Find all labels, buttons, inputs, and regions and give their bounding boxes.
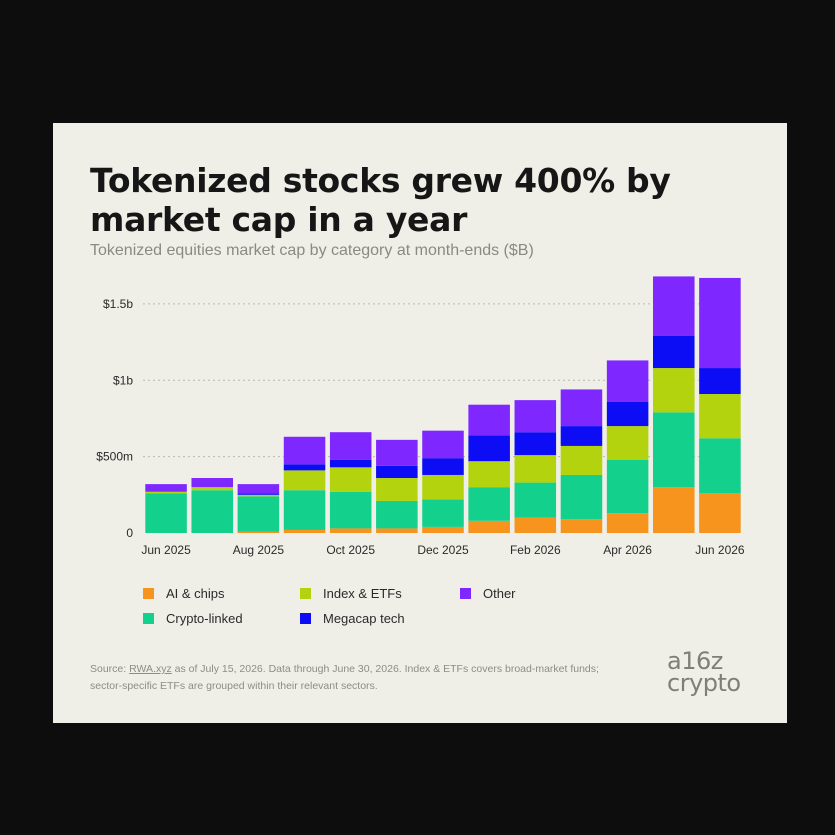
y-tick-label: $1b xyxy=(113,373,133,387)
y-tick-label: $1.5b xyxy=(103,297,133,311)
bar-segment xyxy=(145,491,187,494)
bar-segment xyxy=(376,528,418,533)
footnote-text: as of July 15, 2026. Data through June 3… xyxy=(90,663,599,692)
bar-segment xyxy=(376,500,418,529)
bar-segment xyxy=(514,432,557,456)
bar-segment xyxy=(560,519,603,533)
logo-line-2: crypto xyxy=(667,669,741,697)
footnote-source-label: Source: xyxy=(90,663,130,675)
bar-segment xyxy=(191,490,233,533)
logo-line-1: a16z xyxy=(667,647,723,675)
bar-segment xyxy=(283,464,326,471)
bar-segment xyxy=(653,487,695,533)
x-tick-label: Apr 2026 xyxy=(603,543,652,557)
bar-segment xyxy=(514,400,557,433)
x-tick-label: Jun 2025 xyxy=(141,543,191,557)
bar-segment xyxy=(145,493,187,533)
bar-segment xyxy=(468,520,510,533)
bar-segment xyxy=(329,432,372,460)
bar-segment xyxy=(514,482,557,518)
bar-segment xyxy=(514,517,557,533)
bar-segment xyxy=(329,467,372,492)
bar-segment xyxy=(191,487,233,491)
bar-segment xyxy=(560,474,603,520)
x-tick-label: Dec 2025 xyxy=(417,543,469,557)
source-footnote: Source: RWA.xyz as of July 15, 2026. Dat… xyxy=(90,661,610,695)
bar-segment xyxy=(422,430,464,459)
bar-segment xyxy=(283,529,326,533)
bar-segment xyxy=(237,496,280,532)
bar-segment xyxy=(699,394,741,439)
bar-segment xyxy=(468,435,510,462)
bar-segment xyxy=(606,360,649,402)
bar-segment xyxy=(329,459,372,468)
chart-card: Tokenized stocks grew 400% by market cap… xyxy=(53,123,787,723)
bar-segment xyxy=(606,459,649,514)
bar-segment xyxy=(283,436,326,465)
bar-segment xyxy=(699,277,741,369)
y-tick-label: 0 xyxy=(126,526,133,540)
x-tick-label: Oct 2025 xyxy=(326,543,375,557)
chart-title: Tokenized stocks grew 400% by market cap… xyxy=(90,161,671,239)
bar-segment xyxy=(699,368,741,395)
bar-segment xyxy=(653,335,695,369)
bar-segment xyxy=(237,531,280,533)
bar-segment xyxy=(283,470,326,491)
bar-segment xyxy=(606,401,649,427)
bar-segment xyxy=(560,445,603,475)
x-tick-label: Jun 2026 xyxy=(695,543,745,557)
bar-segment xyxy=(237,494,280,497)
stacked-bar-chart: 0 $500m $1b $1.5b Jun 2025 Aug 2025 Oct 2025 De… xyxy=(96,276,745,557)
bar-segment xyxy=(606,426,649,460)
y-tick-label: $500m xyxy=(96,450,133,464)
bar-segment xyxy=(329,528,372,533)
chart-subtitle: Tokenized equities market cap by categor… xyxy=(90,242,534,259)
bar-segment xyxy=(283,490,326,530)
bar-segment xyxy=(514,455,557,483)
bar-segment xyxy=(606,513,649,533)
bar-segment xyxy=(422,474,464,500)
bar-segment xyxy=(376,478,418,501)
bar-segment xyxy=(237,484,280,494)
bar-segment xyxy=(422,499,464,527)
a16z-crypto-logo: a16z crypto xyxy=(667,647,757,697)
bar-segment xyxy=(376,465,418,479)
bar-segment xyxy=(653,368,695,413)
bar-segment xyxy=(560,426,603,446)
bar-segment xyxy=(422,526,464,533)
bar-segment xyxy=(145,484,187,492)
bar-segment xyxy=(376,439,418,466)
bar-segment xyxy=(237,493,280,495)
bar-segment xyxy=(699,438,741,494)
bar-segment xyxy=(653,276,695,336)
bar-segment xyxy=(329,491,372,529)
bar-segment xyxy=(699,493,741,533)
x-tick-label: Feb 2026 xyxy=(510,543,561,557)
bar-segment xyxy=(468,461,510,488)
bar-segment xyxy=(468,404,510,436)
bar-segment xyxy=(560,389,603,427)
bar-segment xyxy=(191,478,233,488)
bar-segment xyxy=(422,458,464,475)
x-tick-label: Aug 2025 xyxy=(233,543,285,557)
source-link[interactable]: RWA.xyz xyxy=(129,663,172,675)
bar-segment xyxy=(653,412,695,488)
bar-segment xyxy=(468,487,510,521)
